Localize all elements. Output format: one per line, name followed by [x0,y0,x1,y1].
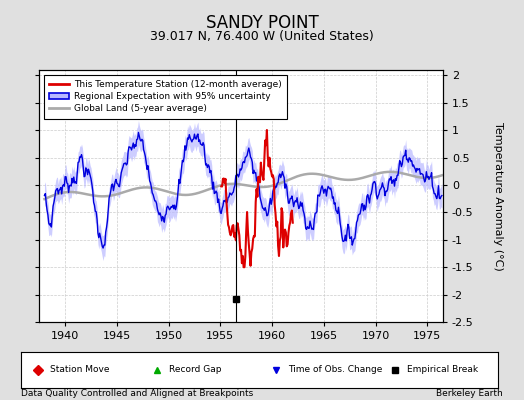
Text: Record Gap: Record Gap [169,366,221,374]
Text: Berkeley Earth: Berkeley Earth [436,389,503,398]
Text: Station Move: Station Move [50,366,109,374]
Text: Data Quality Controlled and Aligned at Breakpoints: Data Quality Controlled and Aligned at B… [21,389,253,398]
Text: 39.017 N, 76.400 W (United States): 39.017 N, 76.400 W (United States) [150,30,374,43]
Text: Time of Obs. Change: Time of Obs. Change [288,366,383,374]
Text: Empirical Break: Empirical Break [407,366,478,374]
Y-axis label: Temperature Anomaly (°C): Temperature Anomaly (°C) [493,122,503,270]
Text: SANDY POINT: SANDY POINT [205,14,319,32]
Legend: This Temperature Station (12-month average), Regional Expectation with 95% uncer: This Temperature Station (12-month avera… [44,74,287,119]
